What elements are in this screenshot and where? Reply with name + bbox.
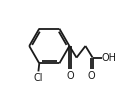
Text: OH: OH bbox=[102, 53, 117, 63]
Text: O: O bbox=[88, 71, 96, 81]
Text: Cl: Cl bbox=[34, 73, 43, 83]
Text: O: O bbox=[66, 71, 74, 81]
